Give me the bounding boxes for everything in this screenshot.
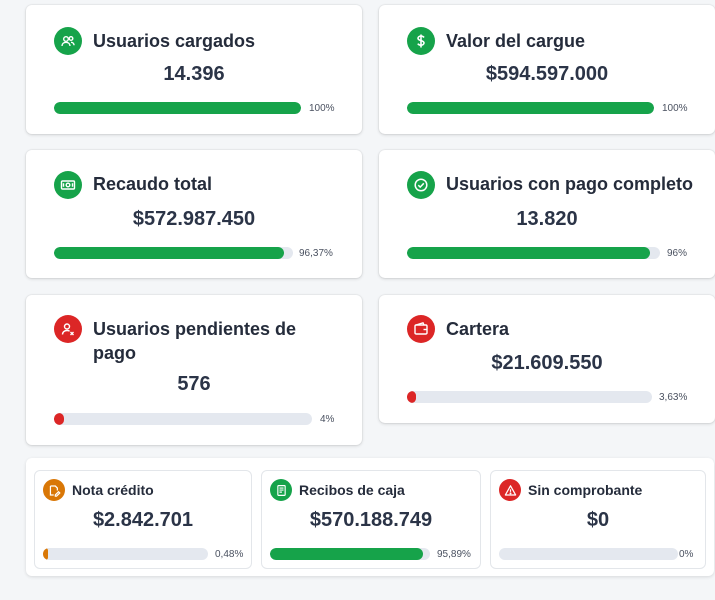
progress-bar xyxy=(407,247,660,259)
card-title: Recaudo total xyxy=(93,174,213,194)
progress-fill xyxy=(270,548,424,560)
card-usuarios-cargados: Usuarios cargados 14.396 100% xyxy=(26,5,362,134)
card-cartera: Cartera $21.609.550 3,63% xyxy=(379,295,715,423)
progress-fill xyxy=(407,247,650,259)
card-title: Valor del cargue xyxy=(446,31,586,51)
card-title: Cartera xyxy=(446,319,510,339)
percent-label: 100% xyxy=(309,103,335,114)
card-value: $0 xyxy=(586,509,610,531)
progress-fill xyxy=(54,247,285,259)
progress-bar xyxy=(54,102,301,114)
warning-icon xyxy=(499,479,521,501)
percent-label: 96,37% xyxy=(299,248,333,259)
dollar-icon xyxy=(407,27,435,55)
breakdown-panel: Nota crédito $2.842.701 0,48% Recibos de… xyxy=(26,458,714,576)
card-nota-credito: Nota crédito $2.842.701 0,48% xyxy=(34,470,252,569)
percent-label: 0,48% xyxy=(215,549,244,560)
edit-note-icon xyxy=(43,479,65,501)
percent-label: 0% xyxy=(679,549,694,560)
card-recaudo-total: Recaudo total $572.987.450 96,37% xyxy=(26,150,362,278)
card-pendientes: Usuarios pendientes de pago 576 4% xyxy=(26,295,362,445)
progress-bar xyxy=(407,391,652,403)
card-title-line1: Usuarios pendientes de xyxy=(93,319,297,339)
progress-bar xyxy=(43,548,208,560)
progress-bar xyxy=(407,102,654,114)
card-title: Nota crédito xyxy=(72,482,154,498)
progress-fill xyxy=(54,413,65,425)
progress-fill xyxy=(43,548,48,560)
card-recibos-caja: Recibos de caja $570.188.749 95,89% xyxy=(261,470,481,569)
wallet-icon xyxy=(407,315,435,343)
percent-label: 3,63% xyxy=(659,392,688,403)
card-value: $594.597.000 xyxy=(485,63,609,85)
card-value: $570.188.749 xyxy=(309,509,433,531)
progress-bar xyxy=(270,548,430,560)
card-value: 14.396 xyxy=(163,63,225,85)
card-title: Usuarios con pago completo xyxy=(446,174,694,194)
percent-label: 95,89% xyxy=(437,549,471,560)
card-title-line2: pago xyxy=(93,343,136,363)
card-title: Sin comprobante xyxy=(528,482,643,498)
check-circle-icon xyxy=(407,171,435,199)
percent-label: 4% xyxy=(320,414,335,425)
card-title: Recibos de caja xyxy=(299,482,405,498)
users-icon xyxy=(54,27,82,55)
percent-label: 96% xyxy=(667,248,688,259)
user-alert-icon xyxy=(54,315,82,343)
progress-fill xyxy=(407,391,416,403)
progress-bar xyxy=(54,413,312,425)
progress-fill xyxy=(407,102,654,114)
progress-bar xyxy=(499,548,678,560)
card-valor-cargue: Valor del cargue $594.597.000 100% xyxy=(379,5,715,134)
banknote-icon xyxy=(54,171,82,199)
card-title: Usuarios cargados xyxy=(93,31,256,51)
card-value: $21.609.550 xyxy=(491,352,603,374)
progress-fill xyxy=(54,102,301,114)
percent-label: 100% xyxy=(662,103,688,114)
card-pago-completo: Usuarios con pago completo 13.820 96% xyxy=(379,150,715,278)
progress-bar xyxy=(54,247,293,259)
card-sin-comprobante: Sin comprobante $0 0% xyxy=(490,470,706,569)
card-value: 576 xyxy=(177,373,211,395)
card-value: $2.842.701 xyxy=(92,509,194,531)
receipt-icon xyxy=(270,479,292,501)
card-value: $572.987.450 xyxy=(132,208,256,230)
card-value: 13.820 xyxy=(516,208,578,230)
